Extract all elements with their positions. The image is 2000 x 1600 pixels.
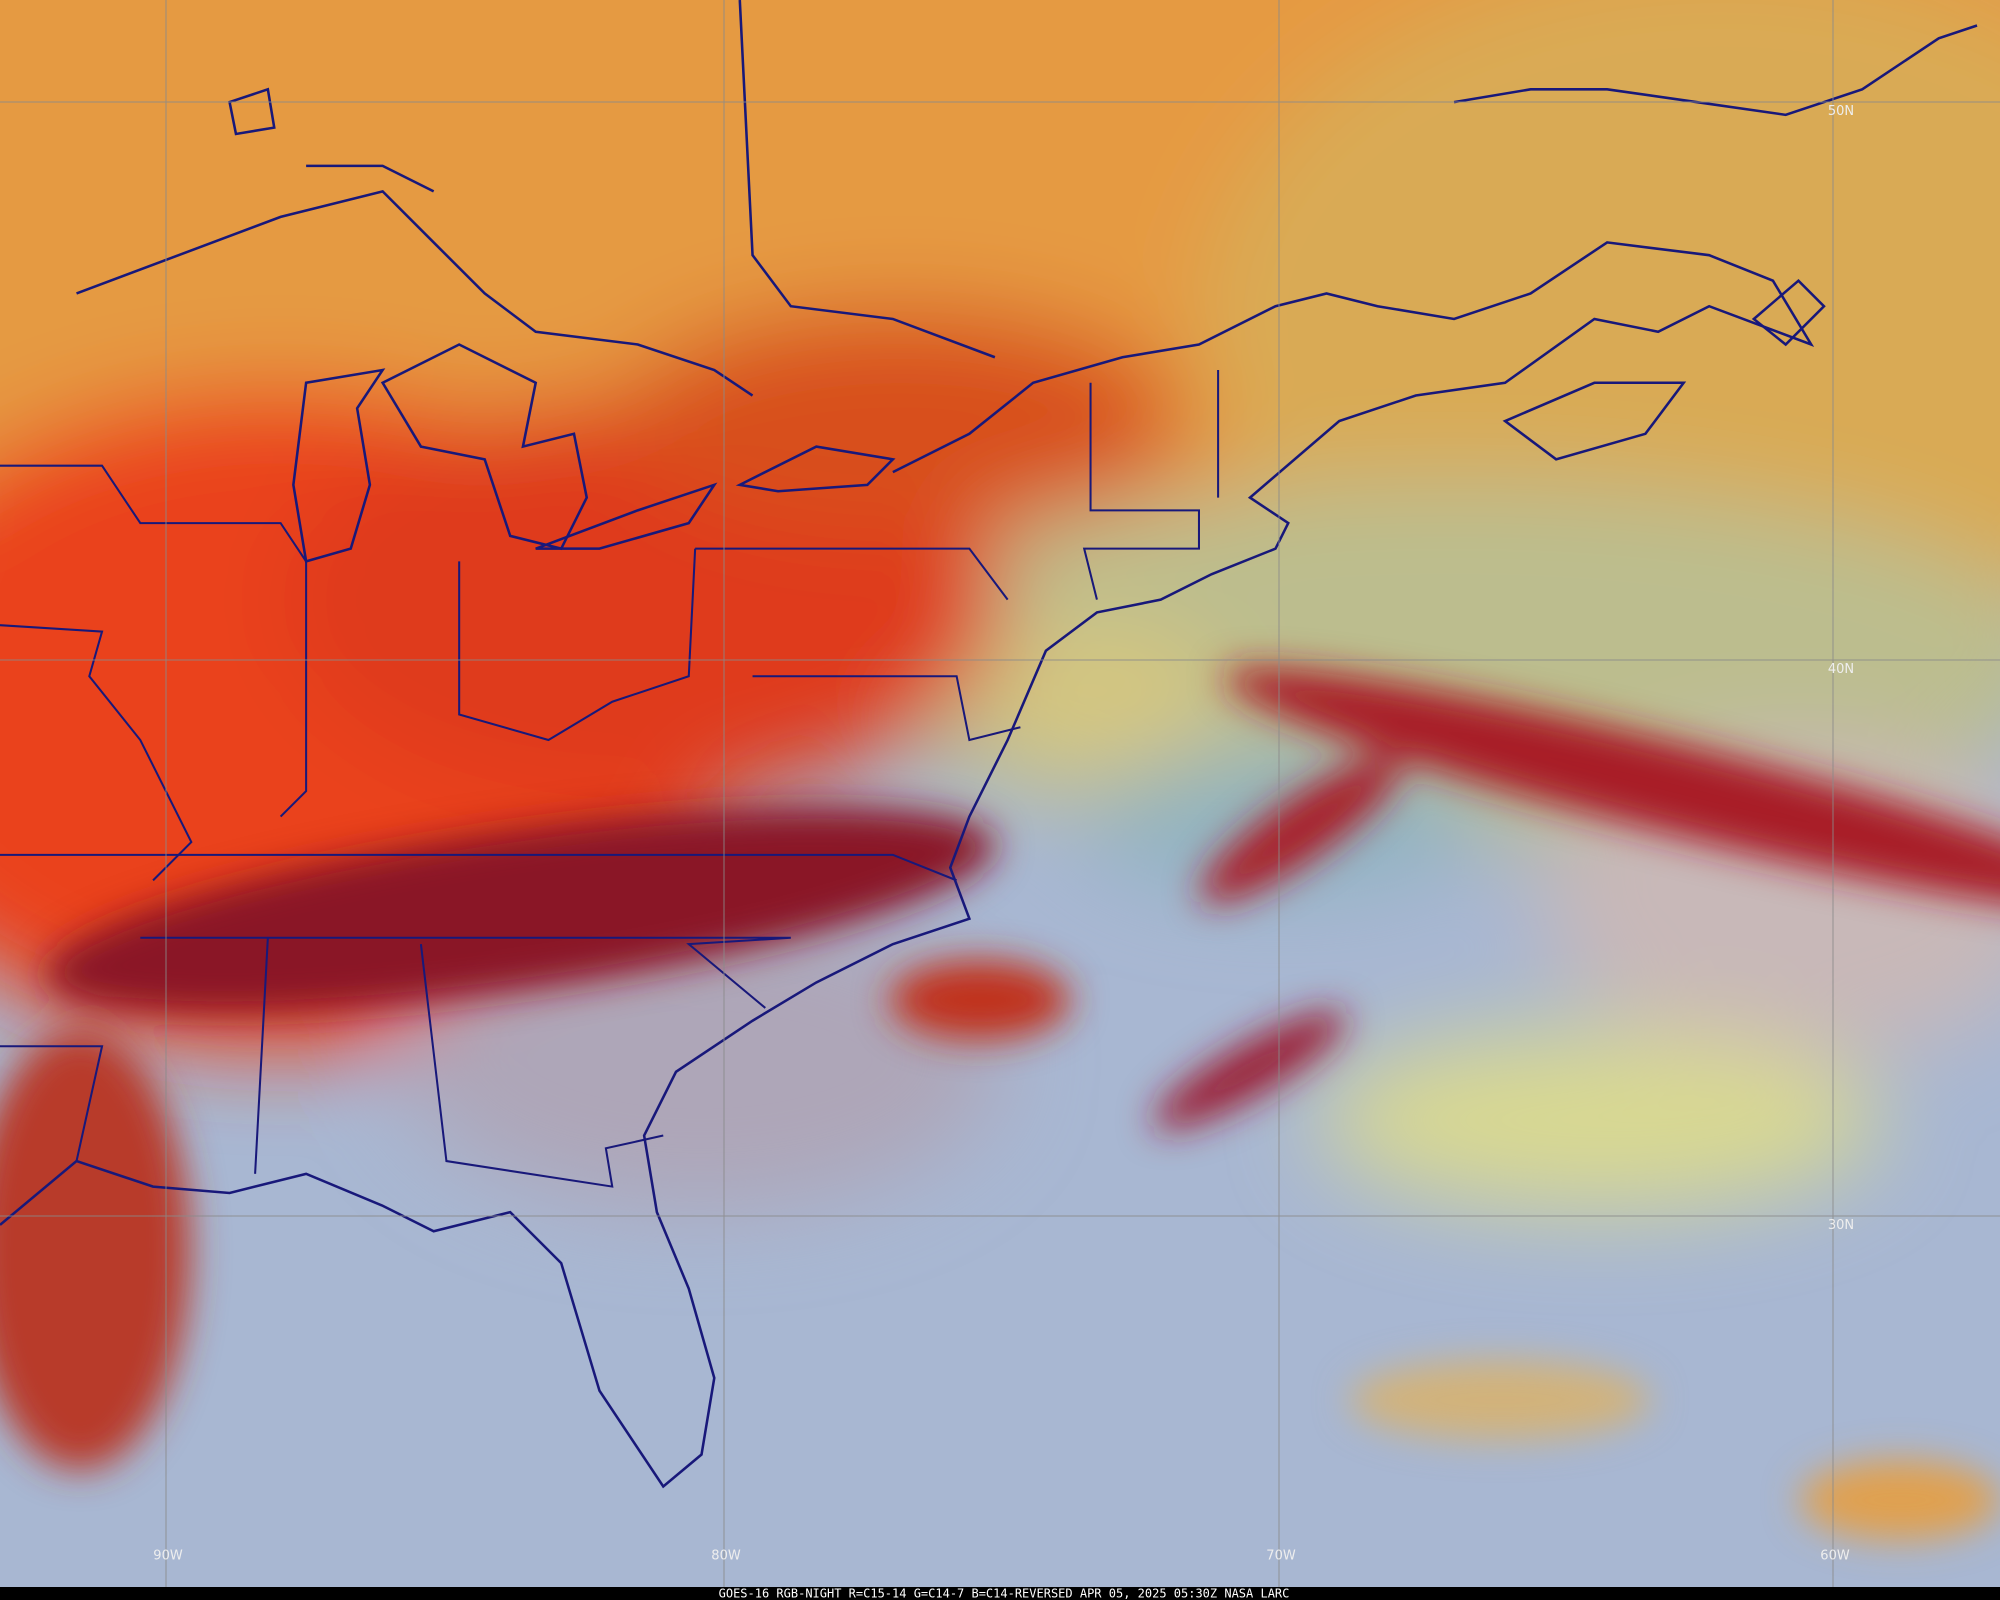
longitude-label: 90W [153, 1549, 183, 1564]
longitude-label: 80W [711, 1549, 741, 1564]
caption-bar [0, 1587, 2000, 1600]
latitude-label: 50N [1828, 104, 1854, 119]
longitude-label: 70W [1266, 1549, 1296, 1564]
latitude-label: 30N [1828, 1218, 1854, 1233]
graticule-labels: 50N 40N 30N 90W 80W 70W 60W [153, 104, 1854, 1564]
borders [0, 370, 1220, 1188]
caption: GOES-16 RGB-NIGHT R=C15-14 G=C14-7 B=C14… [719, 1587, 1290, 1600]
coastlines [0, 0, 1978, 1489]
longitude-label: 60W [1820, 1549, 1850, 1564]
latitude-label: 40N [1828, 662, 1854, 677]
